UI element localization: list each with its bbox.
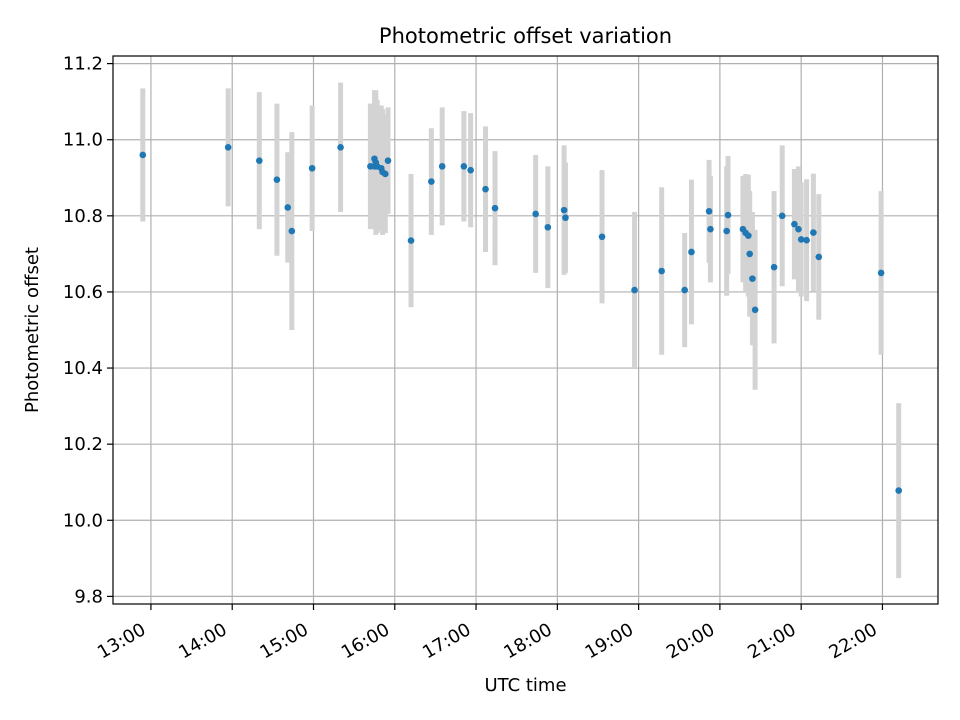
data-point xyxy=(460,163,468,170)
data-point xyxy=(482,185,489,193)
data-point xyxy=(284,204,292,211)
y-tick-label: 10.6 xyxy=(63,282,103,303)
y-axis-title: Photometric offset xyxy=(22,247,43,413)
data-point xyxy=(895,487,903,494)
data-point xyxy=(795,225,802,233)
data-point xyxy=(491,204,499,212)
y-tick-label: 11.0 xyxy=(63,130,103,151)
data-point xyxy=(598,233,606,241)
data-point xyxy=(705,207,713,215)
data-point xyxy=(803,236,810,244)
y-tick-label: 10.2 xyxy=(63,434,103,455)
x-axis-title: UTC time xyxy=(484,675,566,696)
data-point xyxy=(544,223,552,231)
data-point xyxy=(562,214,569,222)
y-axis-ticks: 9.8 10.0 10.2 10.4 10.6 10.8 11.0 11.2 xyxy=(63,54,113,607)
data-point xyxy=(407,237,415,244)
chart-title: Photometric offset variation xyxy=(379,24,672,48)
data-point xyxy=(560,206,568,214)
data-point xyxy=(337,144,344,151)
data-point xyxy=(745,232,752,239)
data-point xyxy=(256,157,263,164)
data-point xyxy=(815,253,823,261)
data-point xyxy=(631,286,638,294)
data-point xyxy=(797,236,805,243)
data-point xyxy=(428,178,435,185)
y-tick-label: 11.2 xyxy=(63,54,103,75)
data-points xyxy=(139,144,903,494)
data-point xyxy=(532,210,539,218)
data-point xyxy=(384,157,392,164)
data-point xyxy=(707,225,714,233)
plot-frame xyxy=(112,55,939,605)
data-point xyxy=(723,227,730,235)
data-point xyxy=(770,263,778,271)
data-point xyxy=(724,211,732,219)
data-point xyxy=(751,306,759,314)
data-point xyxy=(810,229,817,236)
data-point xyxy=(877,269,885,277)
data-point xyxy=(438,163,446,170)
data-point xyxy=(778,212,786,220)
data-point xyxy=(139,151,147,159)
data-point xyxy=(746,250,753,258)
y-tick-label: 10.4 xyxy=(63,358,103,379)
y-tick-label: 9.8 xyxy=(74,586,103,607)
data-point xyxy=(749,275,756,282)
data-point xyxy=(467,166,474,174)
data-point xyxy=(791,220,798,228)
y-tick-label: 10.0 xyxy=(63,510,103,531)
data-point xyxy=(688,248,695,256)
data-point xyxy=(288,227,296,235)
data-point xyxy=(381,170,389,178)
data-point xyxy=(681,286,688,294)
data-point xyxy=(224,144,232,151)
data-point xyxy=(273,176,281,183)
data-point xyxy=(308,164,316,172)
data-point xyxy=(658,267,665,275)
y-tick-label: 10.8 xyxy=(63,206,103,227)
